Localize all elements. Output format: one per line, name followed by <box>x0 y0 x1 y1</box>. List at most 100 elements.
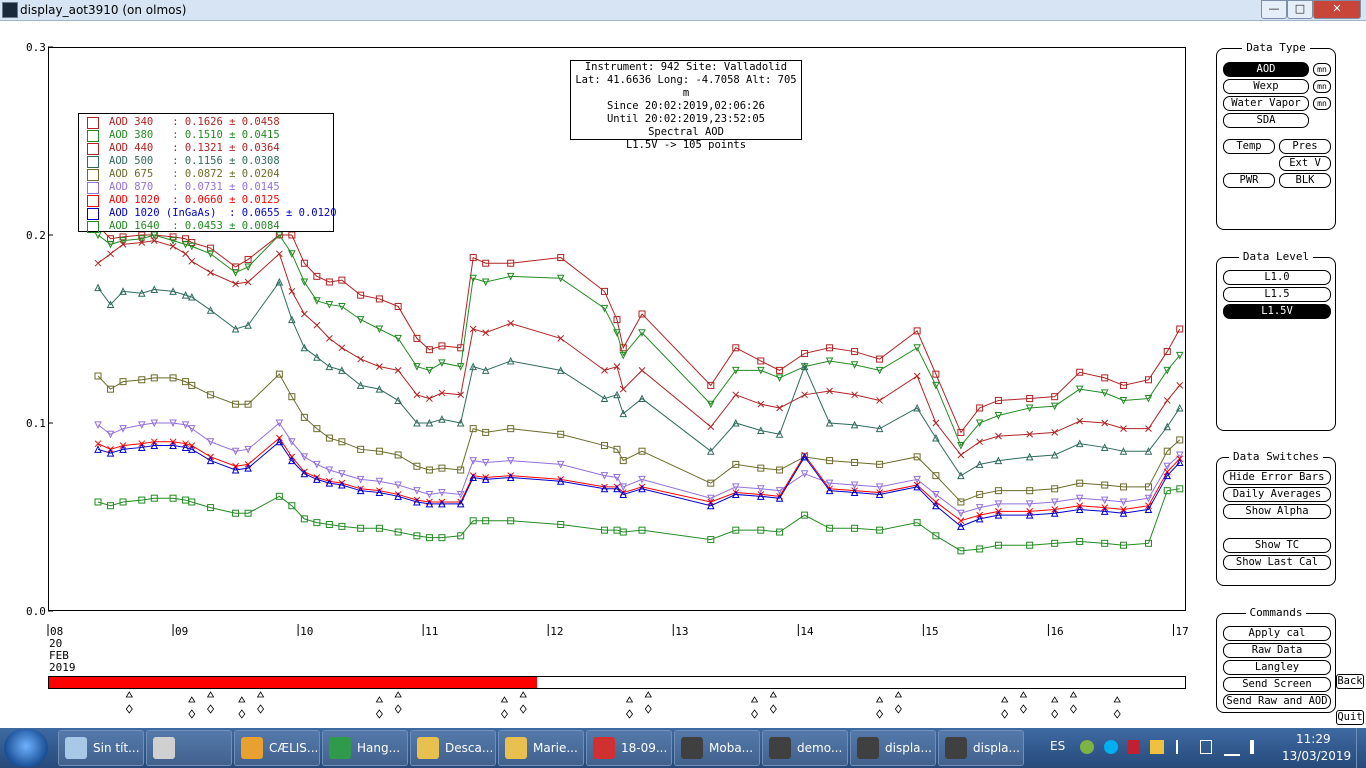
data-point <box>757 426 765 435</box>
raw-data-button[interactable]: Raw Data <box>1223 643 1331 658</box>
skype-tray-icon[interactable] <box>1104 740 1118 754</box>
taskbar-item[interactable]: Marie... <box>498 730 584 766</box>
data-point <box>850 481 859 490</box>
taskbar-item[interactable]: CÆLIS... <box>234 730 320 766</box>
taskbar-item[interactable]: demo... <box>762 730 848 766</box>
update-tray-icon[interactable] <box>1150 740 1164 754</box>
info-line: Since 20:02:2019,02:06:26 <box>606 100 766 112</box>
show-alpha-button[interactable]: Show Alpha <box>1223 504 1331 519</box>
apply-cal-button[interactable]: Apply cal <box>1223 626 1331 641</box>
taskbar-item[interactable]: Hang... <box>322 730 408 766</box>
hide-error-bars-button[interactable]: Hide Error Bars <box>1223 470 1331 485</box>
data-point <box>1163 487 1171 495</box>
data-point <box>119 445 127 453</box>
clock-time[interactable]: 11:29 <box>1296 732 1331 746</box>
taskbar-item[interactable]: displa... <box>938 730 1024 766</box>
chrome-icon <box>241 737 263 759</box>
data-point <box>232 280 239 288</box>
aod-mn-button[interactable]: mn <box>1313 63 1331 76</box>
level-l10-button[interactable]: L1.0 <box>1223 270 1331 285</box>
signal-tray-icon[interactable] <box>1224 742 1240 756</box>
bluetooth-tray-icon[interactable] <box>1128 740 1140 754</box>
data-point <box>957 451 965 459</box>
send-screen-button[interactable]: Send Screen <box>1223 677 1331 692</box>
wexp-mn-button[interactable]: mn <box>1313 80 1331 93</box>
data-point <box>619 409 628 418</box>
data-point <box>456 490 465 499</box>
pwr-button[interactable]: PWR <box>1223 173 1275 188</box>
diamond-marker <box>500 709 508 719</box>
series-aod-675 <box>94 370 1184 506</box>
calculator-icon <box>153 737 175 759</box>
water-vapor-mn-button[interactable]: mn <box>1313 97 1331 110</box>
clock-date[interactable]: 13/03/2019 <box>1282 749 1352 763</box>
level-l15-button[interactable]: L1.5 <box>1223 287 1331 302</box>
data-point <box>338 344 346 352</box>
send-raw-and-aod-button[interactable]: Send Raw and AOD <box>1223 694 1331 709</box>
time-progress-bar <box>48 676 1186 689</box>
data-point <box>275 231 284 240</box>
minimize-button[interactable]: — <box>1261 0 1287 19</box>
network-tray-icon[interactable] <box>1080 740 1094 754</box>
data-point <box>1051 393 1059 401</box>
data-point <box>338 366 346 374</box>
daily-averages-button[interactable]: Daily Averages <box>1223 487 1331 502</box>
aod-button[interactable]: AOD <box>1223 62 1309 77</box>
data-type-panel: Data Type AOD mn Wexp mn Water Vapor mn … <box>1216 41 1336 230</box>
show-desktop-button[interactable] <box>1356 728 1366 768</box>
data-point <box>244 321 252 329</box>
maximize-button[interactable]: □ <box>1287 0 1313 19</box>
blk-button[interactable]: BLK <box>1279 173 1331 188</box>
wexp-button[interactable]: Wexp <box>1223 79 1309 94</box>
data-point <box>413 497 421 506</box>
show-last-cal-button[interactable]: Show Last Cal <box>1223 555 1331 570</box>
temp-button[interactable]: Temp <box>1223 139 1275 154</box>
taskbar-item[interactable]: Moba... <box>674 730 760 766</box>
data-point <box>826 387 833 395</box>
date-year: 2019 <box>49 661 76 674</box>
taskbar-item[interactable]: displa... <box>850 730 936 766</box>
data-point <box>1144 539 1152 547</box>
taskbar-item[interactable]: Sin tít... <box>58 730 144 766</box>
taskbar-item[interactable] <box>146 730 232 766</box>
show-tc-button[interactable]: Show TC <box>1223 538 1331 553</box>
data-point <box>1075 385 1084 394</box>
close-button[interactable]: ✕ <box>1313 0 1361 19</box>
data-point <box>1144 395 1153 403</box>
data-point <box>913 344 921 352</box>
level-l15v-button[interactable]: L1.5V <box>1223 304 1331 319</box>
quit-button[interactable]: Quit <box>1336 710 1364 725</box>
start-button[interactable] <box>4 729 48 767</box>
language-indicator[interactable]: ES <box>1050 739 1066 753</box>
taskbar-item[interactable]: Desca... <box>410 730 496 766</box>
langley-button[interactable]: Langley <box>1223 660 1331 675</box>
data-point <box>731 418 740 427</box>
data-point <box>1175 351 1184 360</box>
x-tick-label: 14 <box>800 625 814 638</box>
legend-label: AOD 340 : 0.1626 ± 0.0458 <box>109 116 280 128</box>
data-point <box>994 511 1003 519</box>
power-tray-icon[interactable] <box>1200 740 1212 754</box>
data-point <box>425 346 433 354</box>
pres-button[interactable]: Pres <box>1279 139 1331 154</box>
data-point <box>338 470 346 478</box>
flag-tray-icon[interactable] <box>1176 740 1190 754</box>
data-point <box>957 498 965 506</box>
data-point <box>207 504 215 512</box>
back-button[interactable]: Back <box>1336 674 1364 689</box>
data-point <box>975 504 984 512</box>
data-point <box>638 310 646 318</box>
ext-v-button[interactable]: Ext V <box>1279 156 1331 171</box>
data-point <box>1025 452 1034 461</box>
data-point <box>913 482 921 491</box>
water-vapor-button[interactable]: Water Vapor <box>1223 96 1309 111</box>
taskbar-item-label: CÆLIS... <box>269 741 319 755</box>
sda-button[interactable]: SDA <box>1223 113 1309 128</box>
data-point <box>338 438 346 446</box>
data-point <box>557 521 565 529</box>
data-point <box>288 288 296 295</box>
taskbar-item[interactable]: 18-09... <box>586 730 672 766</box>
sun-marker <box>1113 696 1121 703</box>
volume-tray-icon[interactable] <box>1250 740 1262 754</box>
data-point <box>325 301 334 309</box>
